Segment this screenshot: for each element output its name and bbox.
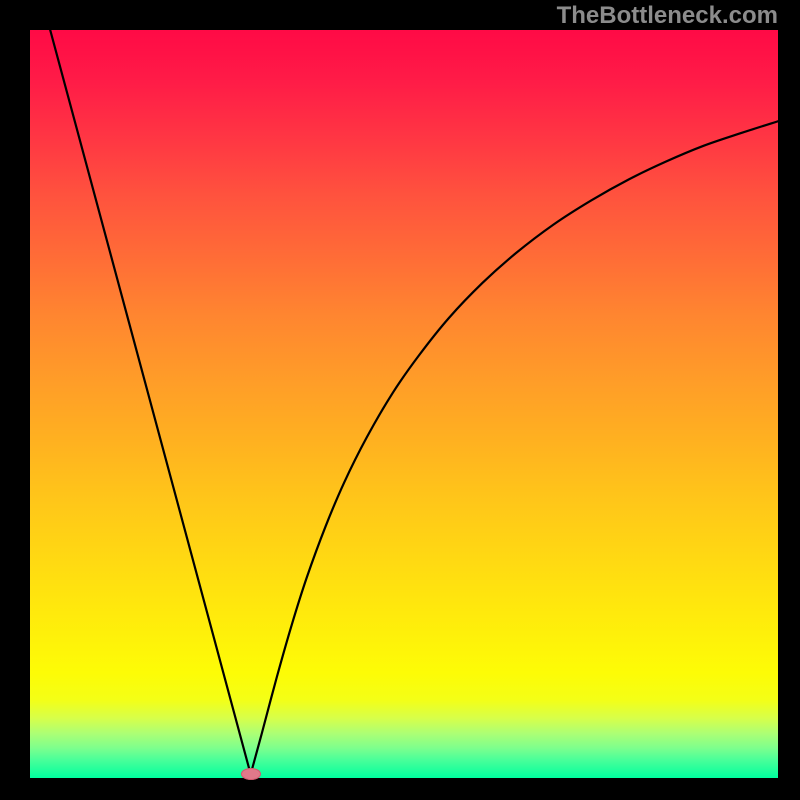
plot-area [30,30,778,778]
vertex-marker [241,768,261,780]
watermark-text: TheBottleneck.com [557,2,778,30]
bottleneck-curve [30,30,778,778]
chart-outer: TheBottleneck.com [0,0,800,800]
